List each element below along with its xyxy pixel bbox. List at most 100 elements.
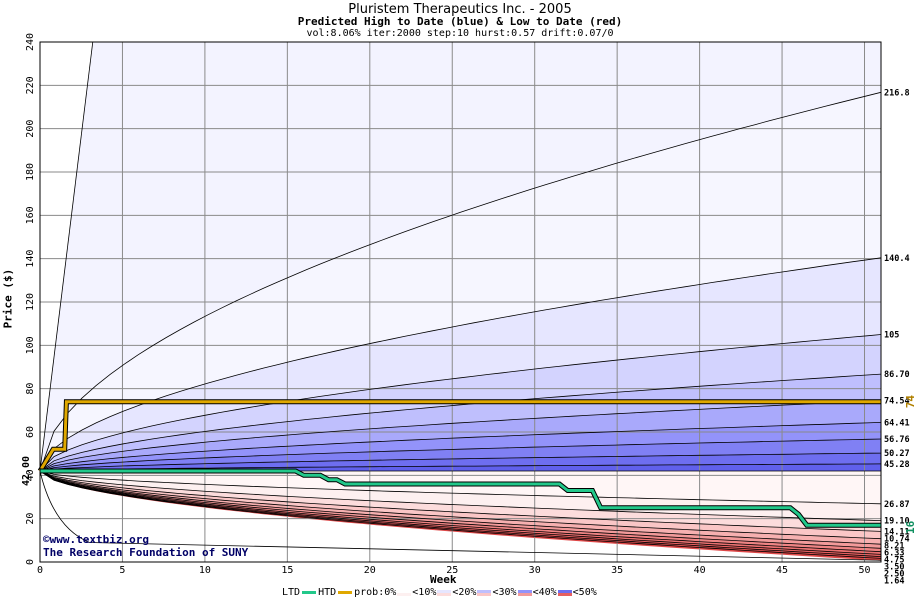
low-end-label: 14.11	[884, 527, 910, 537]
high-curve-5	[39, 422, 882, 472]
min-low-line	[39, 470, 882, 561]
legend-swatch-0	[397, 589, 412, 596]
low-end-label: 10.74	[884, 535, 910, 545]
low-end-label: 1.64	[884, 577, 904, 587]
low-curve-8	[39, 470, 882, 557]
x-tick-label: 10	[199, 565, 211, 576]
x-tick-label: 50	[858, 565, 870, 576]
ltd-series-line	[40, 469, 881, 527]
axes	[39, 41, 882, 563]
y-tick-label: 120	[25, 293, 36, 311]
high-end-label: 50.27	[884, 449, 910, 459]
plot-frame	[39, 41, 882, 563]
chart-parameters: vol:8.06% iter:2000 step:10 hurst:0.57 d…	[306, 28, 614, 39]
low-curve-5	[39, 470, 882, 549]
low-curve-3	[39, 470, 882, 540]
low-band-inner	[40, 471, 881, 562]
legend-50-label: <50%	[572, 587, 597, 598]
max-high-line	[39, 41, 94, 472]
htd-series-line	[38, 400, 881, 472]
low-end-label: 26.87	[884, 500, 910, 510]
y-tick-label: 180	[25, 163, 36, 181]
legend-swatch-30	[517, 589, 532, 596]
y-tick-label: 220	[25, 76, 36, 94]
high-curve-7	[39, 452, 882, 472]
high-end-label: 86.70	[884, 370, 910, 380]
high-end-label: 74.54	[884, 396, 910, 406]
low-curve-4	[39, 470, 882, 545]
quantile-curves	[39, 41, 882, 561]
y-tick-label: 200	[25, 120, 36, 138]
y-tick-label: 160	[25, 206, 36, 224]
y-tick-label: 240	[25, 33, 36, 51]
high-curve-8	[39, 463, 882, 472]
y-tick-label: 80	[25, 383, 36, 395]
x-tick-label: 35	[611, 565, 623, 576]
y-tick-label: 100	[25, 336, 36, 354]
legend-swatch-10	[437, 589, 452, 596]
htd-end-label: 74	[904, 395, 917, 409]
high-curve-0	[39, 91, 882, 472]
legend-htd-swatch	[338, 591, 353, 594]
credit-website: ©www.textbiz.org	[43, 533, 149, 546]
legend-swatch-40	[557, 589, 572, 596]
high-curve-2	[39, 334, 882, 472]
y-tick-label: 20	[25, 513, 36, 525]
ltd-end-label: 16	[904, 520, 917, 534]
high-band-outer	[40, 42, 881, 471]
y-tick-label: 40	[25, 469, 36, 481]
chart-subtitle: Predicted High to Date (blue) & Low to D…	[297, 15, 623, 28]
x-tick-label: 15	[281, 565, 293, 576]
legend-ltd-swatch	[302, 591, 317, 594]
low-end-label: 4.75	[884, 556, 904, 566]
legend-htd-label: HTD	[318, 587, 337, 598]
axis-labels: 0 5 10 15 20 25 30 35 40 45 50 0 20 40 60 80 100 120 140 16…	[21, 33, 917, 587]
low-curve-0	[39, 470, 882, 505]
x-tick-label: 5	[119, 565, 125, 576]
high-end-label: 140.4	[884, 254, 910, 264]
low-curve-2	[39, 470, 882, 532]
x-tick-label: 20	[364, 565, 376, 576]
start-price-label: 42.00	[21, 456, 32, 486]
high-curve-4	[39, 400, 882, 472]
low-end-label: 2.50	[884, 570, 904, 580]
high-curve-3	[39, 373, 882, 472]
legend-prob-label: prob:0%	[354, 587, 397, 598]
high-end-label: 56.76	[884, 435, 910, 445]
chart-title: Pluristem Therapeutics Inc. - 2005	[348, 2, 572, 17]
high-curve-1	[39, 257, 882, 472]
low-curve-9	[39, 470, 882, 559]
low-curve-7	[39, 470, 882, 555]
low-band-outer	[40, 471, 881, 504]
x-tick-label: 45	[776, 565, 788, 576]
low-curve-6	[39, 470, 882, 553]
y-axis-label: Price ($)	[1, 268, 15, 329]
x-tick-label: 30	[529, 565, 541, 576]
high-end-label: 105	[884, 331, 899, 341]
x-axis-label: Week	[430, 573, 457, 586]
legend-40-label: <40%	[532, 587, 557, 598]
y-tick-label: 60	[25, 426, 36, 438]
x-tick-label: 25	[446, 565, 458, 576]
high-end-label: 216.8	[884, 88, 910, 98]
x-tick-label: 0	[37, 565, 43, 576]
low-end-label: 19.10	[884, 517, 910, 527]
low-curve-1	[39, 470, 882, 521]
y-tick-label: 0	[25, 559, 36, 565]
legend: LTD HTD prob:0% <10% <20% <30% <40% <50%	[282, 587, 597, 598]
credit-organization: The Research Foundation of SUNY	[43, 546, 249, 559]
low-end-label: 6.33	[884, 549, 904, 559]
low-end-label: 8.21	[884, 542, 904, 552]
high-curve-6	[39, 438, 882, 472]
legend-10-label: <10%	[412, 587, 437, 598]
high-end-label: 64.41	[884, 418, 910, 428]
x-tick-label: 40	[694, 565, 706, 576]
legend-ltd-label: LTD	[282, 587, 301, 598]
high-end-label: 45.28	[884, 460, 910, 470]
legend-30-label: <30%	[492, 587, 517, 598]
legend-swatch-20	[477, 589, 492, 596]
low-end-label: 3.50	[884, 563, 904, 573]
price-series	[37, 399, 881, 528]
y-tick-label: 140	[25, 250, 36, 268]
